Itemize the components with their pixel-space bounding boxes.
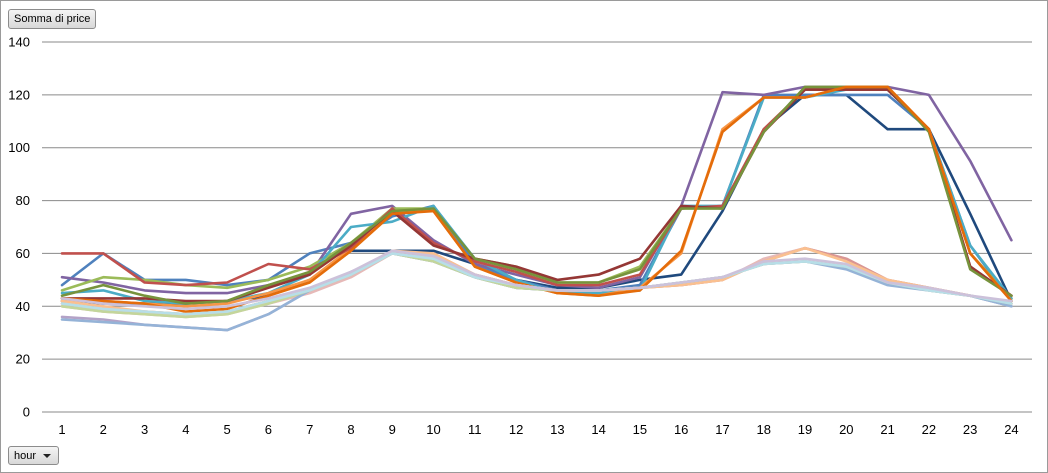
x-tick-label: 5 [224, 422, 231, 437]
x-tick-label: 15 [633, 422, 647, 437]
hour-field-dropdown[interactable]: hour [8, 446, 60, 465]
x-tick-label: 21 [880, 422, 894, 437]
x-tick-label: 16 [674, 422, 688, 437]
x-tick-label: 11 [468, 422, 482, 437]
x-axis-tick-labels: 1 2 3 4 5 6 7 8 9 10 11 12 13 14 15 16 17 18 19 20 21 22 23 24 [58, 422, 1018, 437]
y-tick-label: 40 [16, 299, 30, 314]
hour-field-label: hour [14, 450, 37, 462]
measure-field-label: Somma di price [14, 13, 91, 25]
x-tick-label: 24 [1004, 422, 1018, 437]
measure-field-button[interactable]: Somma di price [8, 9, 97, 29]
x-tick-label: 6 [265, 422, 272, 437]
series-lines [60, 85, 1013, 332]
y-tick-label: 80 [16, 193, 30, 208]
x-tick-label: 9 [389, 422, 396, 437]
y-tick-label: 140 [8, 35, 30, 50]
series-line-3 [60, 85, 1013, 295]
x-tick-label: 8 [347, 422, 354, 437]
x-tick-label: 2 [100, 422, 107, 437]
y-axis-tick-labels: 0 20 40 60 80 100 120 140 [8, 35, 30, 420]
x-tick-label: 22 [922, 422, 936, 437]
x-tick-label: 3 [141, 422, 148, 437]
y-tick-label: 20 [16, 352, 30, 367]
x-tick-label: 19 [798, 422, 812, 437]
y-tick-label: 0 [23, 405, 30, 420]
x-tick-label: 20 [839, 422, 853, 437]
x-tick-label: 4 [182, 422, 189, 437]
x-tick-label: 10 [426, 422, 440, 437]
x-tick-label: 18 [757, 422, 771, 437]
series-line-18 [60, 249, 1013, 311]
x-tick-label: 23 [963, 422, 977, 437]
x-tick-label: 13 [550, 422, 564, 437]
y-tick-label: 120 [8, 87, 30, 102]
x-tick-label: 7 [306, 422, 313, 437]
y-tick-label: 100 [8, 140, 30, 155]
x-tick-label: 1 [58, 422, 65, 437]
series-line-14 [60, 252, 1013, 332]
chevron-down-icon [43, 454, 52, 458]
x-tick-label: 17 [715, 422, 729, 437]
y-tick-label: 60 [16, 246, 30, 261]
series-line-15 [60, 252, 1013, 332]
series-line-7 [60, 88, 1013, 298]
x-tick-label: 12 [509, 422, 523, 437]
series-line-4 [60, 88, 1013, 300]
x-tick-label: 14 [591, 422, 605, 437]
